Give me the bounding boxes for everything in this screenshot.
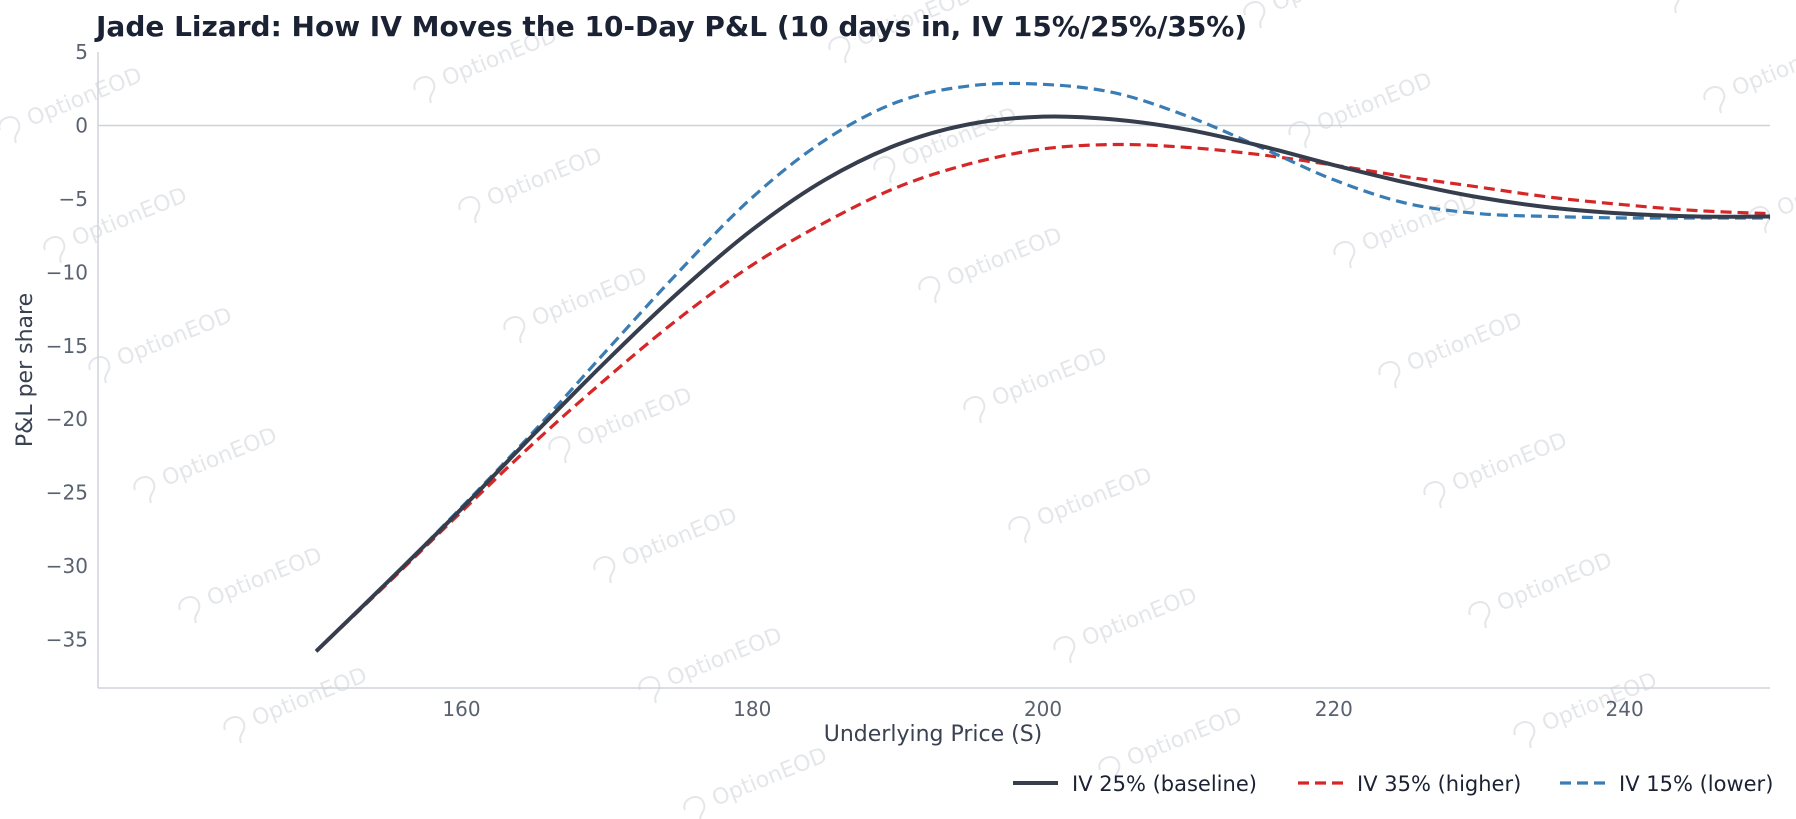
watermark: OptionEOD [1468,548,1616,629]
svg-text:OptionEOD: OptionEOD [114,303,236,372]
watermark: OptionEOD [503,263,651,344]
y-tick-label: −35 [46,628,88,652]
legend-item: IV 25% (baseline) [1013,772,1257,796]
svg-text:OptionEOD: OptionEOD [1124,703,1246,772]
svg-text:OptionEOD: OptionEOD [989,343,1111,412]
legend-label: IV 15% (lower) [1619,772,1773,796]
watermark: OptionEOD [1053,583,1201,664]
y-tick-labels: 5 0 −5 −10 −15 −20 −25 −30 −35 [46,40,88,652]
watermark: OptionEOD [638,623,786,704]
watermark: OptionEOD [133,423,281,504]
svg-text:OptionEOD: OptionEOD [664,623,786,692]
svg-text:OptionEOD: OptionEOD [574,383,696,452]
y-tick-label: −10 [46,260,88,284]
svg-text:OptionEOD: OptionEOD [944,223,1066,292]
watermark: OptionEOD [1703,33,1796,114]
legend-label: IV 25% (baseline) [1072,772,1257,796]
watermark: OptionEOD [458,143,606,224]
svg-text:OptionEOD: OptionEOD [709,743,831,812]
legend-item: IV 15% (lower) [1560,772,1773,796]
watermark: OptionEOD [1288,68,1436,149]
svg-text:OptionEOD: OptionEOD [1359,188,1481,257]
watermark: OptionEOD [1333,188,1481,269]
svg-text:OptionEOD: OptionEOD [1494,548,1616,617]
legend: IV 25% (baseline) IV 35% (higher) IV 15% (… [1013,772,1773,796]
chart-title: Jade Lizard: How IV Moves the 10-Day P&L… [94,10,1247,43]
svg-text:OptionEOD: OptionEOD [619,503,741,572]
y-axis-label: P&L per share [13,293,38,447]
x-tick-label: 220 [1315,697,1353,721]
watermark: OptionEOD [1423,428,1571,509]
svg-text:OptionEOD: OptionEOD [1449,428,1571,497]
svg-text:OptionEOD: OptionEOD [1314,68,1436,137]
y-tick-label: 0 [75,113,88,137]
y-tick-label: −15 [46,334,88,358]
x-axis-label: Underlying Price (S) [824,722,1043,747]
watermark: OptionEOD [963,343,1111,424]
y-tick-label: −5 [59,187,88,211]
x-tick-label: 200 [1024,697,1062,721]
svg-text:OptionEOD: OptionEOD [249,663,371,732]
svg-text:OptionEOD: OptionEOD [1774,153,1796,222]
y-tick-label: −30 [46,554,88,578]
x-tick-label: 240 [1606,697,1644,721]
watermark: OptionEOD [88,303,236,384]
series-lines [314,81,1771,653]
svg-text:OptionEOD: OptionEOD [1684,0,1796,2]
watermark: OptionEOD [1008,463,1156,544]
legend-label: IV 35% (higher) [1357,772,1521,796]
svg-text:OptionEOD: OptionEOD [159,423,281,492]
svg-text:OptionEOD: OptionEOD [529,263,651,332]
watermark: OptionEOD [683,743,831,819]
y-tick-label: 5 [75,40,88,64]
series-line-iv-15-lower [314,81,1770,653]
watermark: OptionEOD [223,663,371,744]
svg-text:OptionEOD: OptionEOD [1404,308,1526,377]
svg-text:OptionEOD: OptionEOD [1034,463,1156,532]
watermark: OptionEOD [1243,0,1391,29]
watermark: OptionEOD [548,383,696,464]
svg-text:OptionEOD: OptionEOD [1269,0,1391,17]
watermark: OptionEOD [178,543,326,624]
svg-text:OptionEOD: OptionEOD [1729,33,1796,102]
watermark: OptionEOD [1658,0,1796,14]
axes [97,52,1770,689]
watermark: OptionEOD [918,223,1066,304]
y-tick-label: −25 [46,481,88,505]
watermark: OptionEOD [1748,153,1796,234]
svg-text:OptionEOD: OptionEOD [204,543,326,612]
x-tick-label: 160 [442,697,480,721]
x-tick-label: 180 [733,697,771,721]
legend-item: IV 35% (higher) [1298,772,1521,796]
series-line-iv-25-baseline [314,114,1771,653]
watermark: OptionEOD [0,63,146,144]
y-tick-label: −20 [46,407,88,431]
svg-text:OptionEOD: OptionEOD [484,143,606,212]
watermark: OptionEOD [593,503,741,584]
x-tick-labels: 160 180 200 220 240 [442,697,1643,721]
svg-text:OptionEOD: OptionEOD [1079,583,1201,652]
watermark: OptionEOD [1378,308,1526,389]
